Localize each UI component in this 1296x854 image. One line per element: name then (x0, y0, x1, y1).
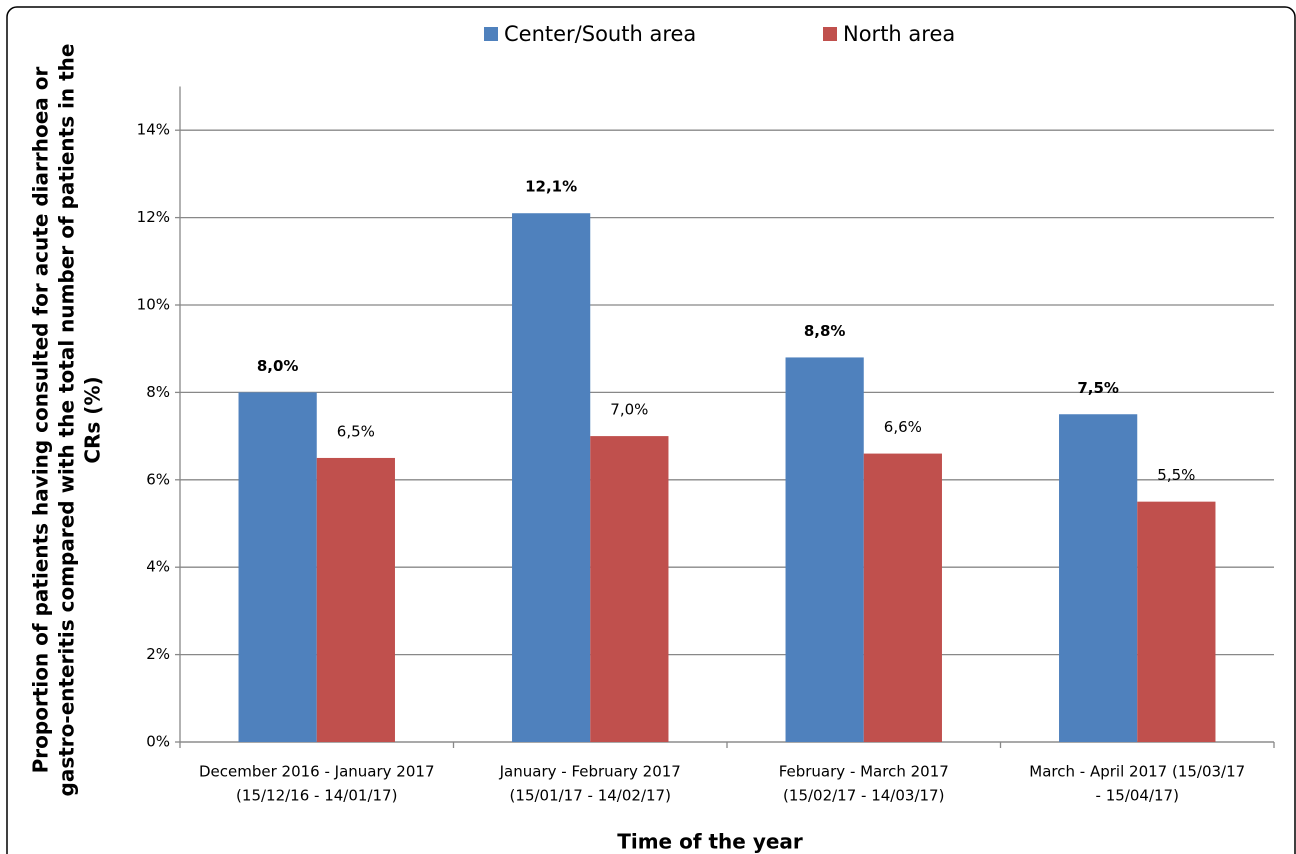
bar (238, 392, 317, 742)
y-tick-label: 0% (146, 733, 170, 751)
bar (512, 213, 591, 743)
bar (590, 436, 669, 742)
y-tick-label: 10% (137, 296, 170, 314)
x-tick-label: December 2016 - January 2017 (199, 763, 434, 781)
y-tick-label: 2% (146, 645, 170, 663)
value-label: 5,5% (1157, 466, 1195, 484)
bar (1059, 414, 1138, 742)
y-tick-label: 8% (146, 383, 170, 401)
bar (785, 357, 864, 742)
bar (863, 453, 942, 742)
legend-label: North area (843, 22, 955, 46)
y-axis-title: gastro-enteritis compared with the total… (55, 44, 79, 797)
value-label: 6,5% (337, 422, 375, 440)
value-label: 8,0% (257, 357, 299, 375)
y-tick-label: 4% (146, 558, 170, 576)
x-tick-label: (15/12/16 - 14/01/17) (236, 787, 397, 805)
legend-swatch (484, 27, 498, 41)
x-axis-title: Time of the year (617, 830, 803, 854)
value-label: 7,5% (1077, 379, 1119, 397)
value-label: 6,6% (884, 418, 922, 436)
y-axis-title: CRs (%) (81, 376, 105, 463)
bar (1137, 501, 1216, 742)
y-tick-label: 14% (137, 121, 170, 139)
chart-border (6, 6, 1296, 854)
value-label: 8,8% (804, 322, 846, 340)
legend-label: Center/South area (504, 22, 696, 46)
y-tick-label: 6% (146, 470, 170, 488)
value-label: 7,0% (610, 401, 648, 419)
x-tick-label: - 15/04/17) (1096, 787, 1179, 805)
x-tick-label: February - March 2017 (779, 763, 949, 781)
value-label: 12,1% (525, 178, 577, 196)
y-tick-label: 12% (137, 208, 170, 226)
bar (316, 457, 395, 742)
legend-swatch (823, 27, 837, 41)
x-tick-label: (15/02/17 - 14/03/17) (783, 787, 944, 805)
x-tick-label: March - April 2017 (15/03/17 (1029, 763, 1245, 781)
x-tick-label: (15/01/17 - 14/02/17) (510, 787, 671, 805)
x-tick-label: January - February 2017 (499, 763, 681, 781)
y-axis-title: Proportion of patients having consulted … (29, 67, 53, 774)
